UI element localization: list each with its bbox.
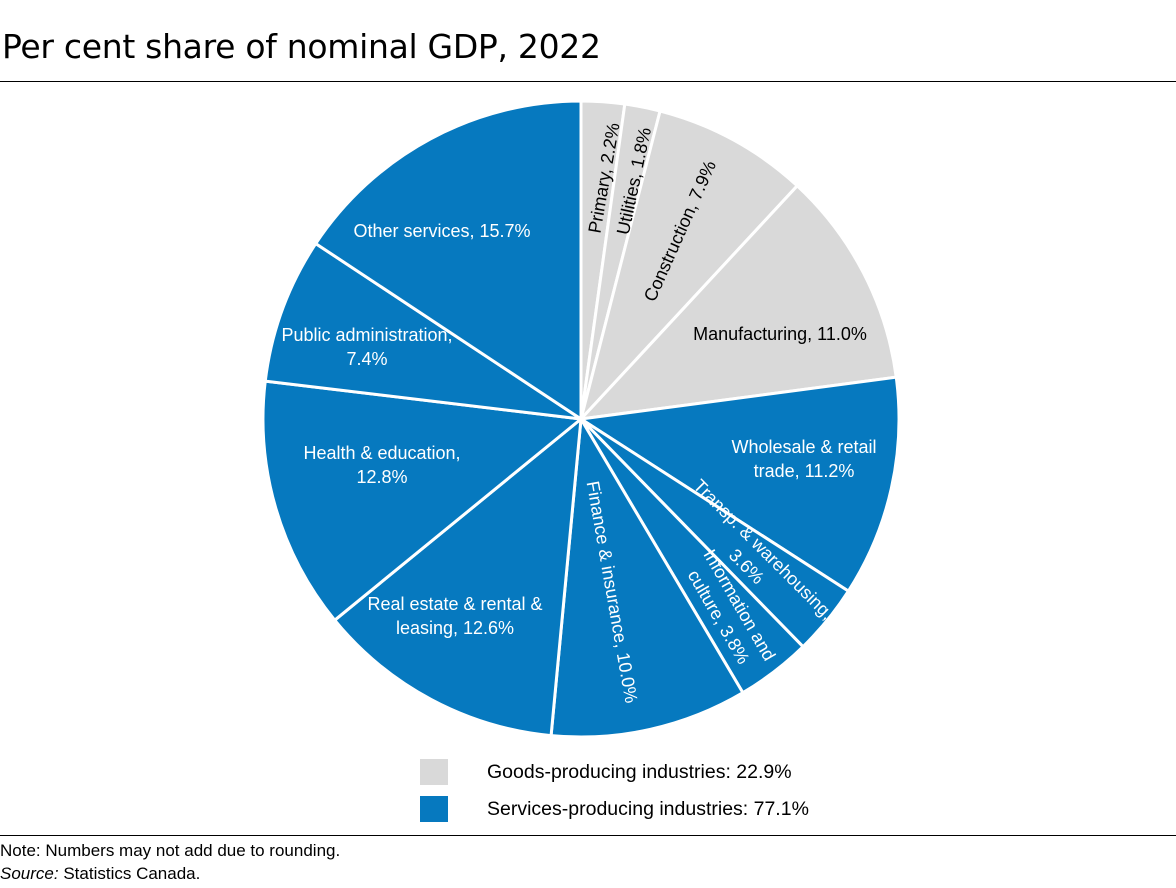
pie-slice-other-services: [314, 99, 583, 421]
slice-label-wholesale-and-retail-trade: Wholesale & retail trade, 11.2%: [731, 437, 876, 481]
chart-title: Per cent share of nominal GDP, 2022: [2, 27, 601, 66]
slice-label-manufacturing: Manufacturing, 11.0%: [693, 324, 867, 344]
source-line: Source: Statistics Canada.: [0, 864, 200, 884]
pie-slice-construction: [579, 109, 799, 421]
legend-label-goods: Goods-producing industries: 22.9%: [487, 761, 792, 783]
pie-slice-manufacturing: [579, 184, 898, 421]
pie-slice-wholesale-and-retail-trade: [579, 375, 901, 593]
pie-slice-real-estate-and-rental-and-leasing: [333, 417, 583, 738]
slice-label-other-services: Other services, 15.7%: [353, 221, 530, 241]
source-label: Source:: [0, 864, 59, 883]
slice-label-real-estate-and-rental-and-leasing: Real estate & rental & leasing, 12.6%: [367, 594, 542, 638]
legend-label-services: Services-producing industries: 77.1%: [487, 798, 809, 820]
footer-rule: [0, 835, 1176, 836]
slice-label-public-administration: Public administration, 7.4%: [281, 325, 452, 369]
title-rule: [0, 81, 1176, 82]
slice-label-health-and-education: Health & education, 12.8%: [303, 443, 460, 487]
note-text: Note: Numbers may not add due to roundin…: [0, 841, 341, 860]
legend-swatch-services: [420, 796, 448, 822]
pie-slice-public-administration: [263, 242, 583, 421]
pie-slice-health-and-education: [261, 379, 583, 622]
legend-swatch-goods: [420, 759, 448, 785]
pie-slice-finance-and-insurance: [549, 417, 745, 739]
source-text: Statistics Canada.: [63, 864, 201, 883]
